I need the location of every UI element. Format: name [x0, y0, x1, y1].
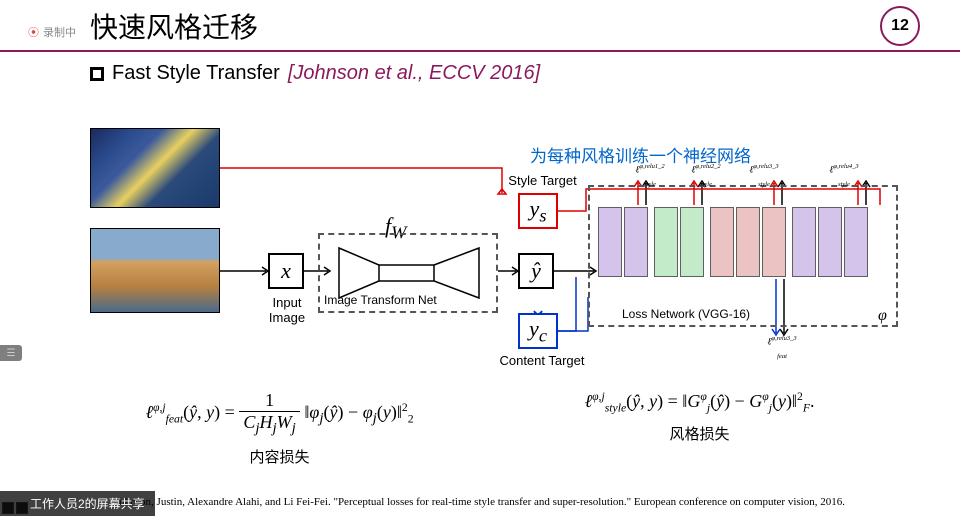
header: 快速风格迁移 12 — [0, 0, 960, 52]
style-loss-term-4: ℓφ,relu4_3style — [814, 163, 874, 188]
input-label: Input Image — [264, 295, 310, 325]
bullet-icon — [90, 67, 104, 81]
slide: ⦿ 录制中 快速风格迁移 12 Fast Style Transfer [Joh… — [0, 0, 960, 516]
content-target-label: Content Target — [498, 353, 586, 368]
style-target-label: Style Target — [505, 173, 580, 188]
recording-text: 录制中 — [43, 24, 76, 40]
vgg-layer — [792, 207, 816, 277]
screen-share-overlay: 工作人员2的屏幕共享 — [0, 491, 155, 516]
vgg-layer — [598, 207, 622, 277]
yc-content-box: yc — [518, 313, 558, 349]
loss-network-label: Loss Network (VGG-16) — [622, 307, 750, 321]
side-tab-icon[interactable]: ☰ — [0, 345, 22, 361]
feat-loss-term: ℓφ,relu3_3feat — [752, 335, 812, 360]
page-number: 12 — [880, 6, 920, 46]
style-loss-formula: ℓφ,jstyle(ŷ, y) = ‖Gφj(ŷ) − Gφj(y)‖2F. 风… — [585, 390, 815, 467]
vgg-layer — [710, 207, 734, 277]
content-loss-formula: ℓφ,jfeat(ŷ, y) = 1CjHjWj ‖φj(ŷ) − φj(y)‖… — [145, 390, 413, 467]
vgg-layer — [624, 207, 648, 277]
formulas-row: ℓφ,jfeat(ŷ, y) = 1CjHjWj ‖φj(ŷ) − φj(y)‖… — [0, 390, 960, 467]
architecture-diagram: x ys ŷ yc Input Image Style Target Conte… — [90, 115, 910, 375]
style-loss-term-1: ℓφ,relu1_2style — [620, 163, 680, 188]
vgg-layer — [818, 207, 842, 277]
subtitle-text: Fast Style Transfer — [112, 62, 280, 85]
vgg-layer — [736, 207, 760, 277]
vgg-layer — [762, 207, 786, 277]
x-input-box: x — [268, 253, 304, 289]
subtitle-row: Fast Style Transfer [Johnson et al., ECC… — [0, 52, 960, 85]
style-loss-term-2: ℓφ,relu2_2style — [676, 163, 736, 188]
style-loss-label: 风格损失 — [585, 423, 815, 444]
transform-net-label: Image Transform Net — [324, 293, 437, 307]
yhat-output-box: ŷ — [518, 253, 554, 289]
phi-label: φ — [878, 307, 887, 325]
ys-style-box: ys — [518, 193, 558, 229]
share-text: 工作人员2的屏幕共享 — [30, 495, 145, 512]
header-divider — [0, 50, 960, 52]
style-loss-term-3: ℓφ,relu3_3style — [734, 163, 794, 188]
vgg-layer — [654, 207, 678, 277]
subtitle-citation: [Johnson et al., ECCV 2016] — [288, 62, 540, 85]
slide-title: 快速风格迁移 — [90, 6, 258, 46]
recording-indicator: ⦿ 录制中 — [28, 24, 76, 40]
vgg-layer — [680, 207, 704, 277]
content-loss-label: 内容损失 — [145, 446, 413, 467]
record-icon: ⦿ — [28, 24, 39, 40]
vgg-layer — [844, 207, 868, 277]
